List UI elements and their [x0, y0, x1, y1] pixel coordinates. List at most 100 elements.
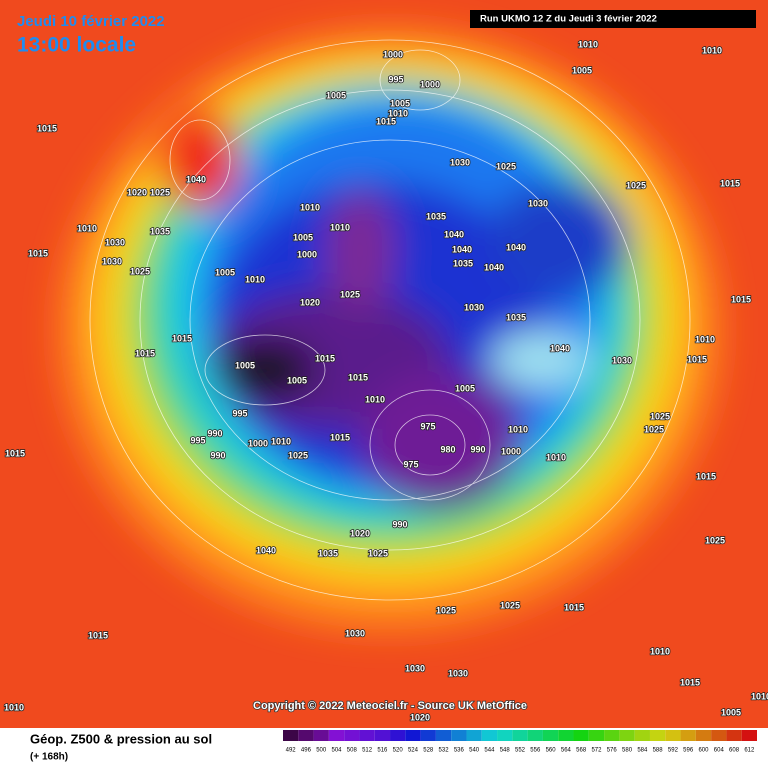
colorbar-label: 508: [347, 748, 358, 754]
isobar-label: 1015: [680, 677, 700, 687]
colorbar-label: 580: [622, 748, 633, 754]
colorbar-label: 536: [454, 748, 465, 754]
date: Jeudi 10 février 2022: [17, 13, 165, 30]
colorbar-swatch: [344, 730, 360, 741]
colorbar-swatch: [283, 730, 299, 741]
isobar-label: 1025: [496, 161, 516, 171]
colorbar-swatch: [649, 730, 666, 741]
isobar-label: 1040: [550, 343, 570, 353]
colorbar-label: 512: [362, 748, 373, 754]
isobar-label: 1030: [528, 198, 548, 208]
isobar-label: 1030: [105, 237, 125, 247]
run: Run UKMO 12 Z du Jeudi 3 février 2022: [480, 14, 657, 25]
colorbar-swatch: [497, 730, 513, 741]
isobar-label: 1025: [500, 600, 520, 610]
isobar-label: 1025: [340, 289, 360, 299]
colorbar-label: 496: [301, 748, 312, 754]
colorbar-swatch: [604, 730, 620, 741]
colorbar-swatch: [619, 730, 635, 741]
colorbar-swatch: [665, 730, 681, 741]
isobar-label: 995: [232, 408, 247, 418]
colorbar-label: 500: [316, 748, 327, 754]
colorbar-label: 588: [653, 748, 664, 754]
colorbar-label: 600: [698, 748, 709, 754]
colorbar-label: 604: [714, 748, 725, 754]
isobar-label: 1030: [612, 355, 632, 365]
colorbar-label: 564: [561, 748, 572, 754]
colorbar-swatch: [405, 730, 421, 741]
colorbar-swatch: [481, 730, 498, 741]
isobar-label: 1025: [644, 424, 664, 434]
isobar-label: 1015: [5, 448, 25, 458]
colorbar-swatch: [558, 730, 574, 741]
isobar-label: 1020: [350, 528, 370, 538]
isobar-label: 990: [207, 428, 222, 438]
isobar-label: 1010: [330, 222, 350, 232]
isobar-label: 1010: [271, 436, 291, 446]
isobar-label: 1010: [508, 424, 528, 434]
isobar-label: 1005: [293, 232, 313, 242]
colorbar-label: 608: [729, 748, 740, 754]
isobar-label: 1030: [405, 663, 425, 673]
isobar-label: 1005: [235, 360, 255, 370]
isobar-label: 1015: [28, 248, 48, 258]
run-box: [470, 10, 756, 28]
colorbar-swatch: [726, 730, 742, 741]
colorbar-label: 576: [607, 748, 618, 754]
isobar-label: 1035: [426, 211, 446, 221]
time: 13:00 locale: [17, 34, 136, 57]
colorbar-swatch: [435, 730, 452, 741]
isobar-label: 1000: [420, 79, 440, 89]
colorbar-label: 516: [377, 748, 388, 754]
isobar-label: 995: [190, 435, 205, 445]
isobar-label: 1025: [626, 180, 646, 190]
isobar-label: 1005: [215, 267, 235, 277]
colorbar-swatch: [420, 730, 436, 741]
isobar-label: 1015: [376, 116, 396, 126]
isobar-label: 1010: [546, 452, 566, 462]
isobar-label: 1030: [450, 157, 470, 167]
colorbar-swatch: [359, 730, 375, 741]
isobar-label: 1010: [751, 691, 768, 701]
colorbar-label: 528: [423, 748, 434, 754]
colorbar-label: 568: [576, 748, 587, 754]
isobar-label: 1040: [506, 242, 526, 252]
isobar-label: 1020: [300, 297, 320, 307]
colorbar-swatch: [634, 730, 650, 741]
colorbar-swatch: [298, 730, 314, 741]
colorbar-swatch: [527, 730, 543, 741]
colorbar-label: 552: [515, 748, 526, 754]
colorbar-swatch: [542, 730, 559, 741]
copyright: Copyright © 2022 Meteociel.fr - Source U…: [253, 700, 527, 712]
isobar-label: 1030: [345, 628, 365, 638]
isobar-label: 995: [388, 74, 403, 84]
colorbar-label: 596: [683, 748, 694, 754]
isobar-label: 1000: [297, 249, 317, 259]
isobars: [89, 39, 691, 601]
isobar-label: 1040: [484, 262, 504, 272]
isobar-label: 1015: [37, 123, 57, 133]
colorbar-label: 560: [546, 748, 557, 754]
isobar-label: 1035: [453, 258, 473, 268]
colorbar-label: 532: [439, 748, 450, 754]
isobar-label: 980: [440, 444, 455, 454]
colorbar-label: 524: [408, 748, 419, 754]
isobar-label: 1005: [455, 383, 475, 393]
isobar-label: 1000: [383, 49, 403, 59]
isobar-label: 1030: [464, 302, 484, 312]
colorbar-swatch: [573, 730, 589, 741]
colorbar-label: 520: [393, 748, 404, 754]
colorbar-label: 544: [484, 748, 495, 754]
isobar-label: 1010: [702, 45, 722, 55]
isobar-label: 1020: [127, 187, 147, 197]
isobar-label: 1010: [695, 334, 715, 344]
colorbar-label: 492: [286, 748, 297, 754]
isobar-label: 1010: [245, 274, 265, 284]
colorbar-swatch: [328, 730, 345, 741]
colorbar-swatch: [680, 730, 696, 741]
colorbar-label: 548: [500, 748, 511, 754]
colorbar-label: 612: [744, 748, 755, 754]
isobar-label: 1010: [578, 39, 598, 49]
